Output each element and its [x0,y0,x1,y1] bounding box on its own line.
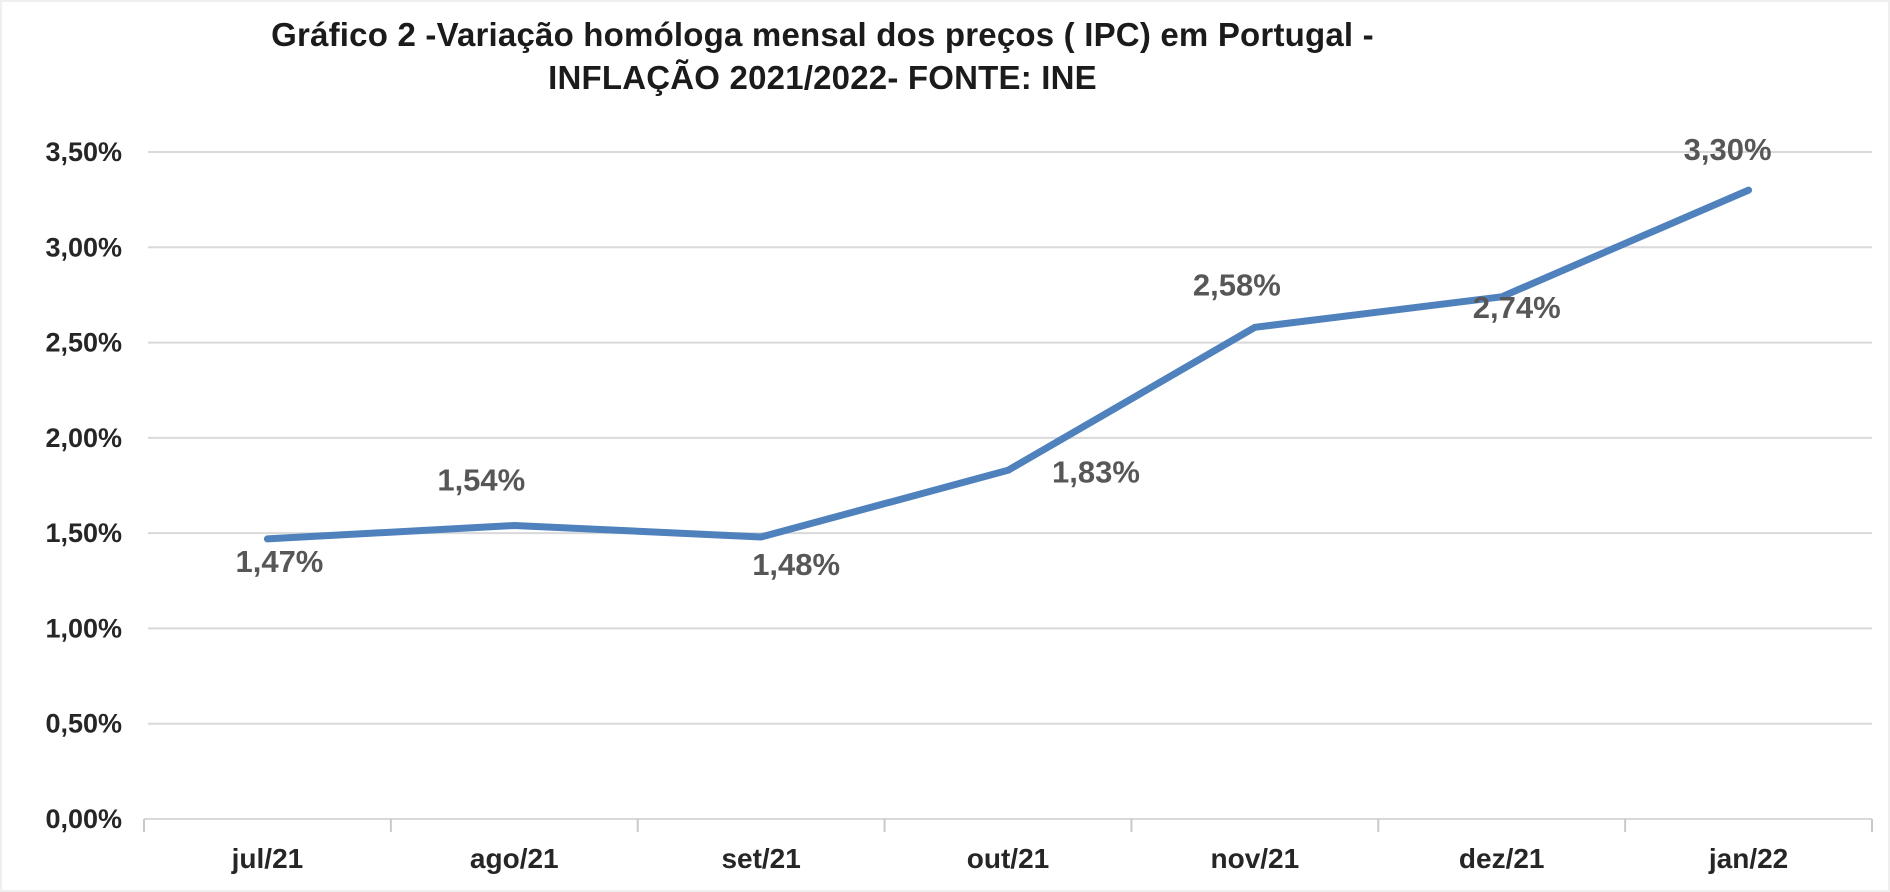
y-axis-tick-label: 2,50% [45,328,122,358]
x-axis-tick-label: nov/21 [1211,843,1300,874]
y-axis-tick-label: 1,00% [45,613,122,643]
data-point-label: 1,47% [235,544,323,579]
chart-title-line1: Gráfico 2 -Variação homóloga mensal dos … [271,16,1374,53]
data-point-label: 1,48% [752,547,840,582]
x-axis-tick-label: jan/22 [1708,843,1788,874]
x-axis-tick-label: ago/21 [470,843,559,874]
chart-title-line2: INFLAÇÃO 2021/2022- FONTE: INE [548,58,1097,96]
y-axis-tick-label: 3,50% [45,137,122,167]
x-axis-tick-label: dez/21 [1459,843,1545,874]
data-point-label: 2,74% [1473,290,1561,325]
data-point-label: 1,83% [1052,454,1140,489]
x-axis-tick-label: set/21 [721,843,800,874]
x-axis-tick-label: out/21 [967,843,1049,874]
data-point-label: 1,54% [437,463,525,498]
x-axis-tick-label: jul/21 [231,843,304,874]
y-axis-tick-label: 1,50% [45,518,122,548]
series-line [263,186,1753,543]
data-point-label: 3,30% [1684,132,1772,167]
y-axis-tick-label: 3,00% [45,232,122,262]
y-axis-tick-label: 0,50% [45,709,122,739]
chart-title: Gráfico 2 -Variação homóloga mensal dos … [0,14,1645,100]
y-axis-tick-label: 2,00% [45,423,122,453]
y-axis-tick-label: 0,00% [45,804,122,834]
data-point-label: 2,58% [1193,267,1281,302]
